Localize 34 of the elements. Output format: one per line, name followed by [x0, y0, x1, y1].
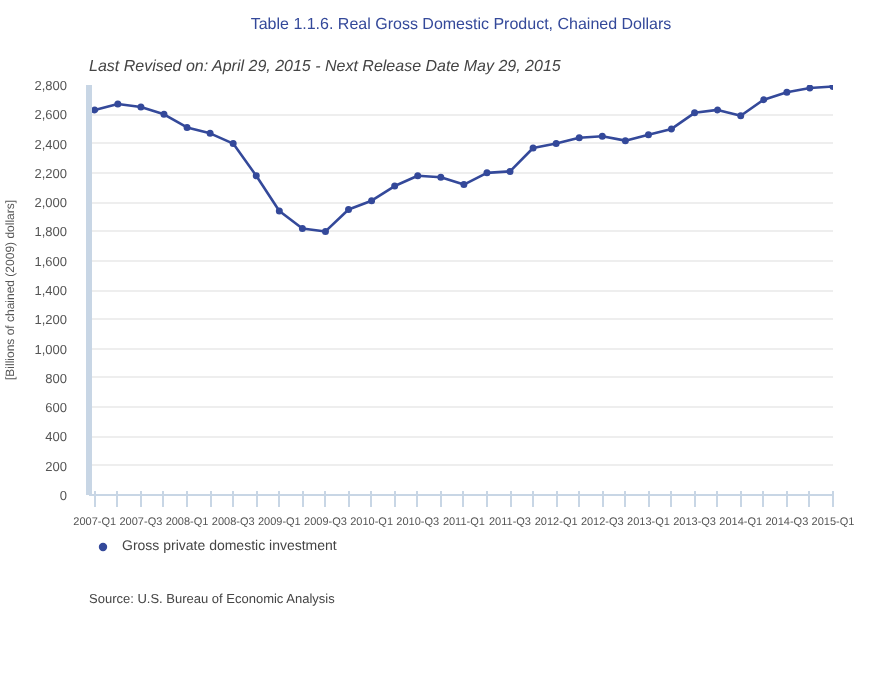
point	[368, 197, 376, 205]
point	[252, 172, 260, 180]
point	[460, 181, 468, 189]
point	[598, 132, 606, 140]
point	[483, 169, 491, 177]
chart-title: Table 1.1.6. Real Gross Domestic Product, Chained Dollars	[250, 15, 672, 33]
point	[345, 205, 353, 213]
chart-subtitle: Last Revised on: April 29, 2015 - Next Release Date May 29, 2015	[89, 57, 562, 75]
point	[644, 131, 652, 139]
point	[275, 207, 283, 215]
point	[137, 103, 145, 111]
point	[160, 110, 168, 118]
point	[414, 172, 422, 180]
point	[783, 88, 791, 96]
point	[552, 140, 560, 148]
point	[529, 144, 537, 152]
point	[806, 85, 814, 92]
point	[183, 123, 191, 131]
point	[91, 106, 99, 114]
point	[391, 182, 399, 190]
point	[229, 140, 237, 148]
point	[760, 96, 768, 104]
point	[691, 109, 699, 117]
point	[737, 112, 745, 120]
point	[206, 129, 214, 137]
point	[298, 225, 306, 232]
point	[621, 137, 629, 145]
point	[437, 173, 445, 181]
point	[114, 100, 122, 108]
point	[668, 125, 676, 133]
point	[321, 227, 329, 235]
point	[575, 134, 583, 142]
point	[714, 106, 722, 114]
point	[506, 167, 514, 175]
